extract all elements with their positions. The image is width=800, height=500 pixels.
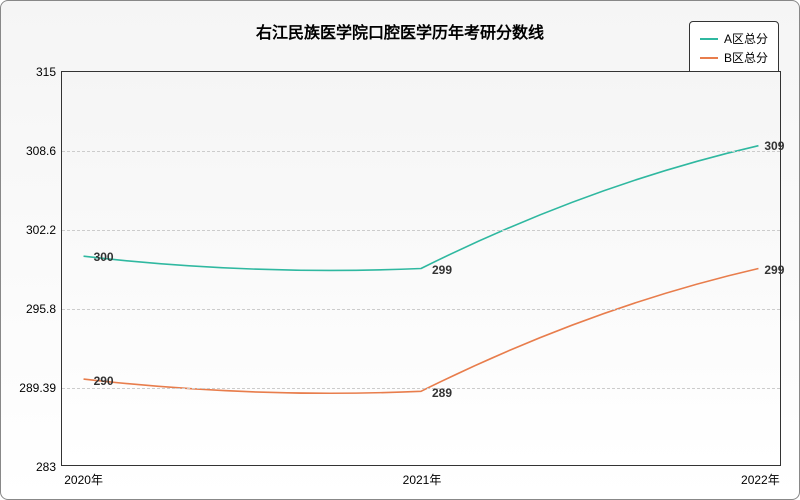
legend-label-a: A区总分 (724, 30, 768, 47)
legend-item-b: B区总分 (700, 49, 768, 66)
grid-line (62, 309, 780, 310)
data-label: 309 (762, 139, 786, 153)
series-svg (62, 72, 780, 465)
chart-title: 右江民族医学院口腔医学历年考研分数线 (256, 19, 544, 43)
series-line (84, 146, 759, 271)
legend: A区总分 B区总分 (689, 21, 779, 75)
x-tick-label: 2021年 (403, 465, 442, 488)
plot-area: 283289.39295.8302.2308.63152020年2021年202… (61, 71, 781, 466)
legend-swatch-a (700, 38, 718, 40)
y-tick-label: 308.6 (26, 144, 62, 158)
data-label: 299 (762, 263, 786, 277)
y-tick-label: 302.2 (26, 223, 62, 237)
y-tick-label: 289.39 (19, 381, 62, 395)
data-label: 299 (430, 263, 454, 277)
y-tick-label: 283 (36, 460, 62, 474)
x-tick-label: 2020年 (64, 465, 103, 488)
series-line (84, 269, 759, 394)
grid-line (62, 151, 780, 152)
chart-container: 右江民族医学院口腔医学历年考研分数线 A区总分 B区总分 283289.3929… (0, 0, 800, 500)
data-label: 290 (92, 374, 116, 388)
grid-line (62, 230, 780, 231)
legend-label-b: B区总分 (724, 49, 768, 66)
legend-item-a: A区总分 (700, 30, 768, 47)
legend-swatch-b (700, 57, 718, 59)
data-label: 289 (430, 386, 454, 400)
x-tick-label: 2022年 (741, 465, 780, 488)
y-tick-label: 315 (36, 65, 62, 79)
grid-line (62, 388, 780, 389)
y-tick-label: 295.8 (26, 302, 62, 316)
data-label: 300 (92, 250, 116, 264)
